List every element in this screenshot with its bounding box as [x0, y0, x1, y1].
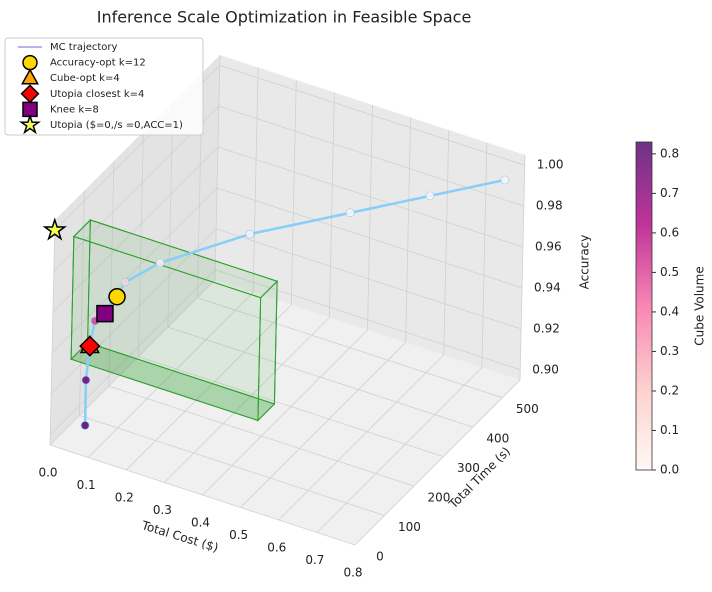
- x-tick-label: 0.8: [343, 566, 362, 580]
- trajectory-point: [80, 421, 90, 430]
- trajectory-point: [120, 277, 130, 287]
- marker: [21, 68, 39, 85]
- z-axis-label: Accuracy: [578, 235, 592, 290]
- grid-line: [79, 415, 385, 516]
- z-tick-label: 0.96: [535, 240, 562, 254]
- legend-label: Knee k=8: [50, 104, 99, 115]
- grid-line: [108, 161, 115, 387]
- colorbar-tick-label: 0.2: [660, 383, 679, 397]
- x-tick-label: 0.4: [191, 516, 210, 530]
- y-axis-label: Total Time (s): [445, 444, 513, 512]
- x-tick-label: 0.7: [305, 553, 324, 567]
- grid-line: [49, 444, 356, 546]
- colorbar: [635, 141, 653, 471]
- grid-line: [51, 187, 218, 354]
- y-tick-label: 200: [427, 491, 450, 505]
- grid-line: [52, 146, 219, 313]
- colorbar-tick-label: 0.7: [660, 186, 679, 200]
- grid-line: [164, 317, 330, 483]
- marker: [42, 217, 67, 241]
- legend-label: Utopia ($=0,/s =0,ACC=1): [50, 120, 183, 131]
- marker: [19, 113, 41, 135]
- grid-line: [215, 269, 521, 371]
- grid-line: [87, 292, 254, 458]
- trajectory-point: [345, 208, 355, 218]
- grid-line: [197, 297, 503, 399]
- z-tick-label: 0.92: [533, 321, 560, 335]
- grid-line: [316, 367, 483, 533]
- y-tick-label: 0: [376, 550, 384, 564]
- grid-line: [138, 356, 444, 457]
- y-tick-label: 300: [457, 461, 480, 475]
- colorbar-label: Cube Volume: [693, 266, 707, 345]
- trajectory-point: [425, 191, 435, 201]
- marker: [22, 54, 38, 71]
- chart-title: Inference Scale Optimization in Feasible…: [97, 8, 472, 27]
- grid-line: [252, 67, 259, 293]
- legend-label: Accuracy-opt k=12: [50, 58, 146, 69]
- z-tick-label: 0.90: [532, 362, 559, 376]
- feasible-face: [257, 279, 278, 422]
- grid-line: [367, 104, 373, 331]
- colorbar-tick-label: 0.6: [660, 225, 679, 239]
- y-tick-label: 500: [516, 402, 539, 416]
- trajectory-point: [155, 258, 165, 268]
- grid-line: [49, 279, 216, 446]
- grid-line: [49, 269, 216, 436]
- colorbar-tick-label: 0.4: [660, 304, 679, 318]
- grid-line: [405, 117, 412, 343]
- grid-line: [137, 131, 144, 357]
- grid-line: [50, 228, 217, 395]
- x-tick-label: 0.5: [229, 528, 248, 542]
- grid-line: [167, 326, 473, 428]
- x-tick-label: 0.3: [153, 503, 172, 517]
- grid-line: [290, 79, 297, 306]
- grid-line: [328, 92, 335, 318]
- grid-line: [216, 187, 523, 289]
- grid-line: [240, 342, 406, 508]
- legend: [4, 37, 204, 136]
- colorbar-tick-label: 0.0: [660, 463, 679, 477]
- marker: [79, 335, 101, 357]
- grid-line: [519, 154, 526, 381]
- grid-line: [167, 102, 174, 328]
- y-tick-label: 400: [486, 432, 509, 446]
- trajectory-point: [245, 229, 255, 239]
- marker: [108, 287, 126, 306]
- grid-line: [216, 228, 522, 330]
- x-tick-label: 0.6: [267, 541, 286, 555]
- grid-line: [481, 142, 488, 368]
- colorbar-tick-label: 0.8: [660, 146, 679, 160]
- x-tick-label: 0.1: [77, 478, 96, 492]
- grid-line: [217, 146, 524, 248]
- marker: [22, 101, 38, 118]
- y-tick-label: 100: [398, 520, 421, 534]
- grid-line: [79, 190, 85, 416]
- x-tick-label: 0.2: [115, 491, 134, 505]
- grid-line: [219, 64, 525, 166]
- grid-line: [202, 329, 368, 496]
- z-tick-label: 0.98: [536, 199, 563, 213]
- grid-line: [49, 219, 56, 446]
- grid-line: [443, 129, 450, 356]
- colorbar-tick-label: 0.1: [660, 423, 679, 437]
- z-tick-label: 0.94: [534, 280, 561, 294]
- colorbar-tick-label: 0.5: [660, 265, 679, 279]
- grid-line: [354, 379, 521, 546]
- z-tick-label: 1.00: [537, 158, 564, 172]
- grid-line: [125, 304, 292, 471]
- x-tick-label: 0.0: [38, 466, 57, 480]
- grid-line: [218, 105, 524, 207]
- grid-line: [214, 54, 221, 281]
- trajectory-point: [81, 375, 91, 385]
- grid-line: [278, 354, 445, 521]
- legend-label: Utopia closest k=4: [50, 89, 144, 100]
- marker: [96, 304, 114, 323]
- colorbar-tick-label: 0.3: [660, 344, 679, 358]
- legend-label: MC trajectory: [50, 42, 118, 53]
- trajectory-point: [500, 175, 510, 185]
- grid-line: [108, 385, 415, 487]
- legend-label: Cube-opt k=4: [50, 73, 120, 84]
